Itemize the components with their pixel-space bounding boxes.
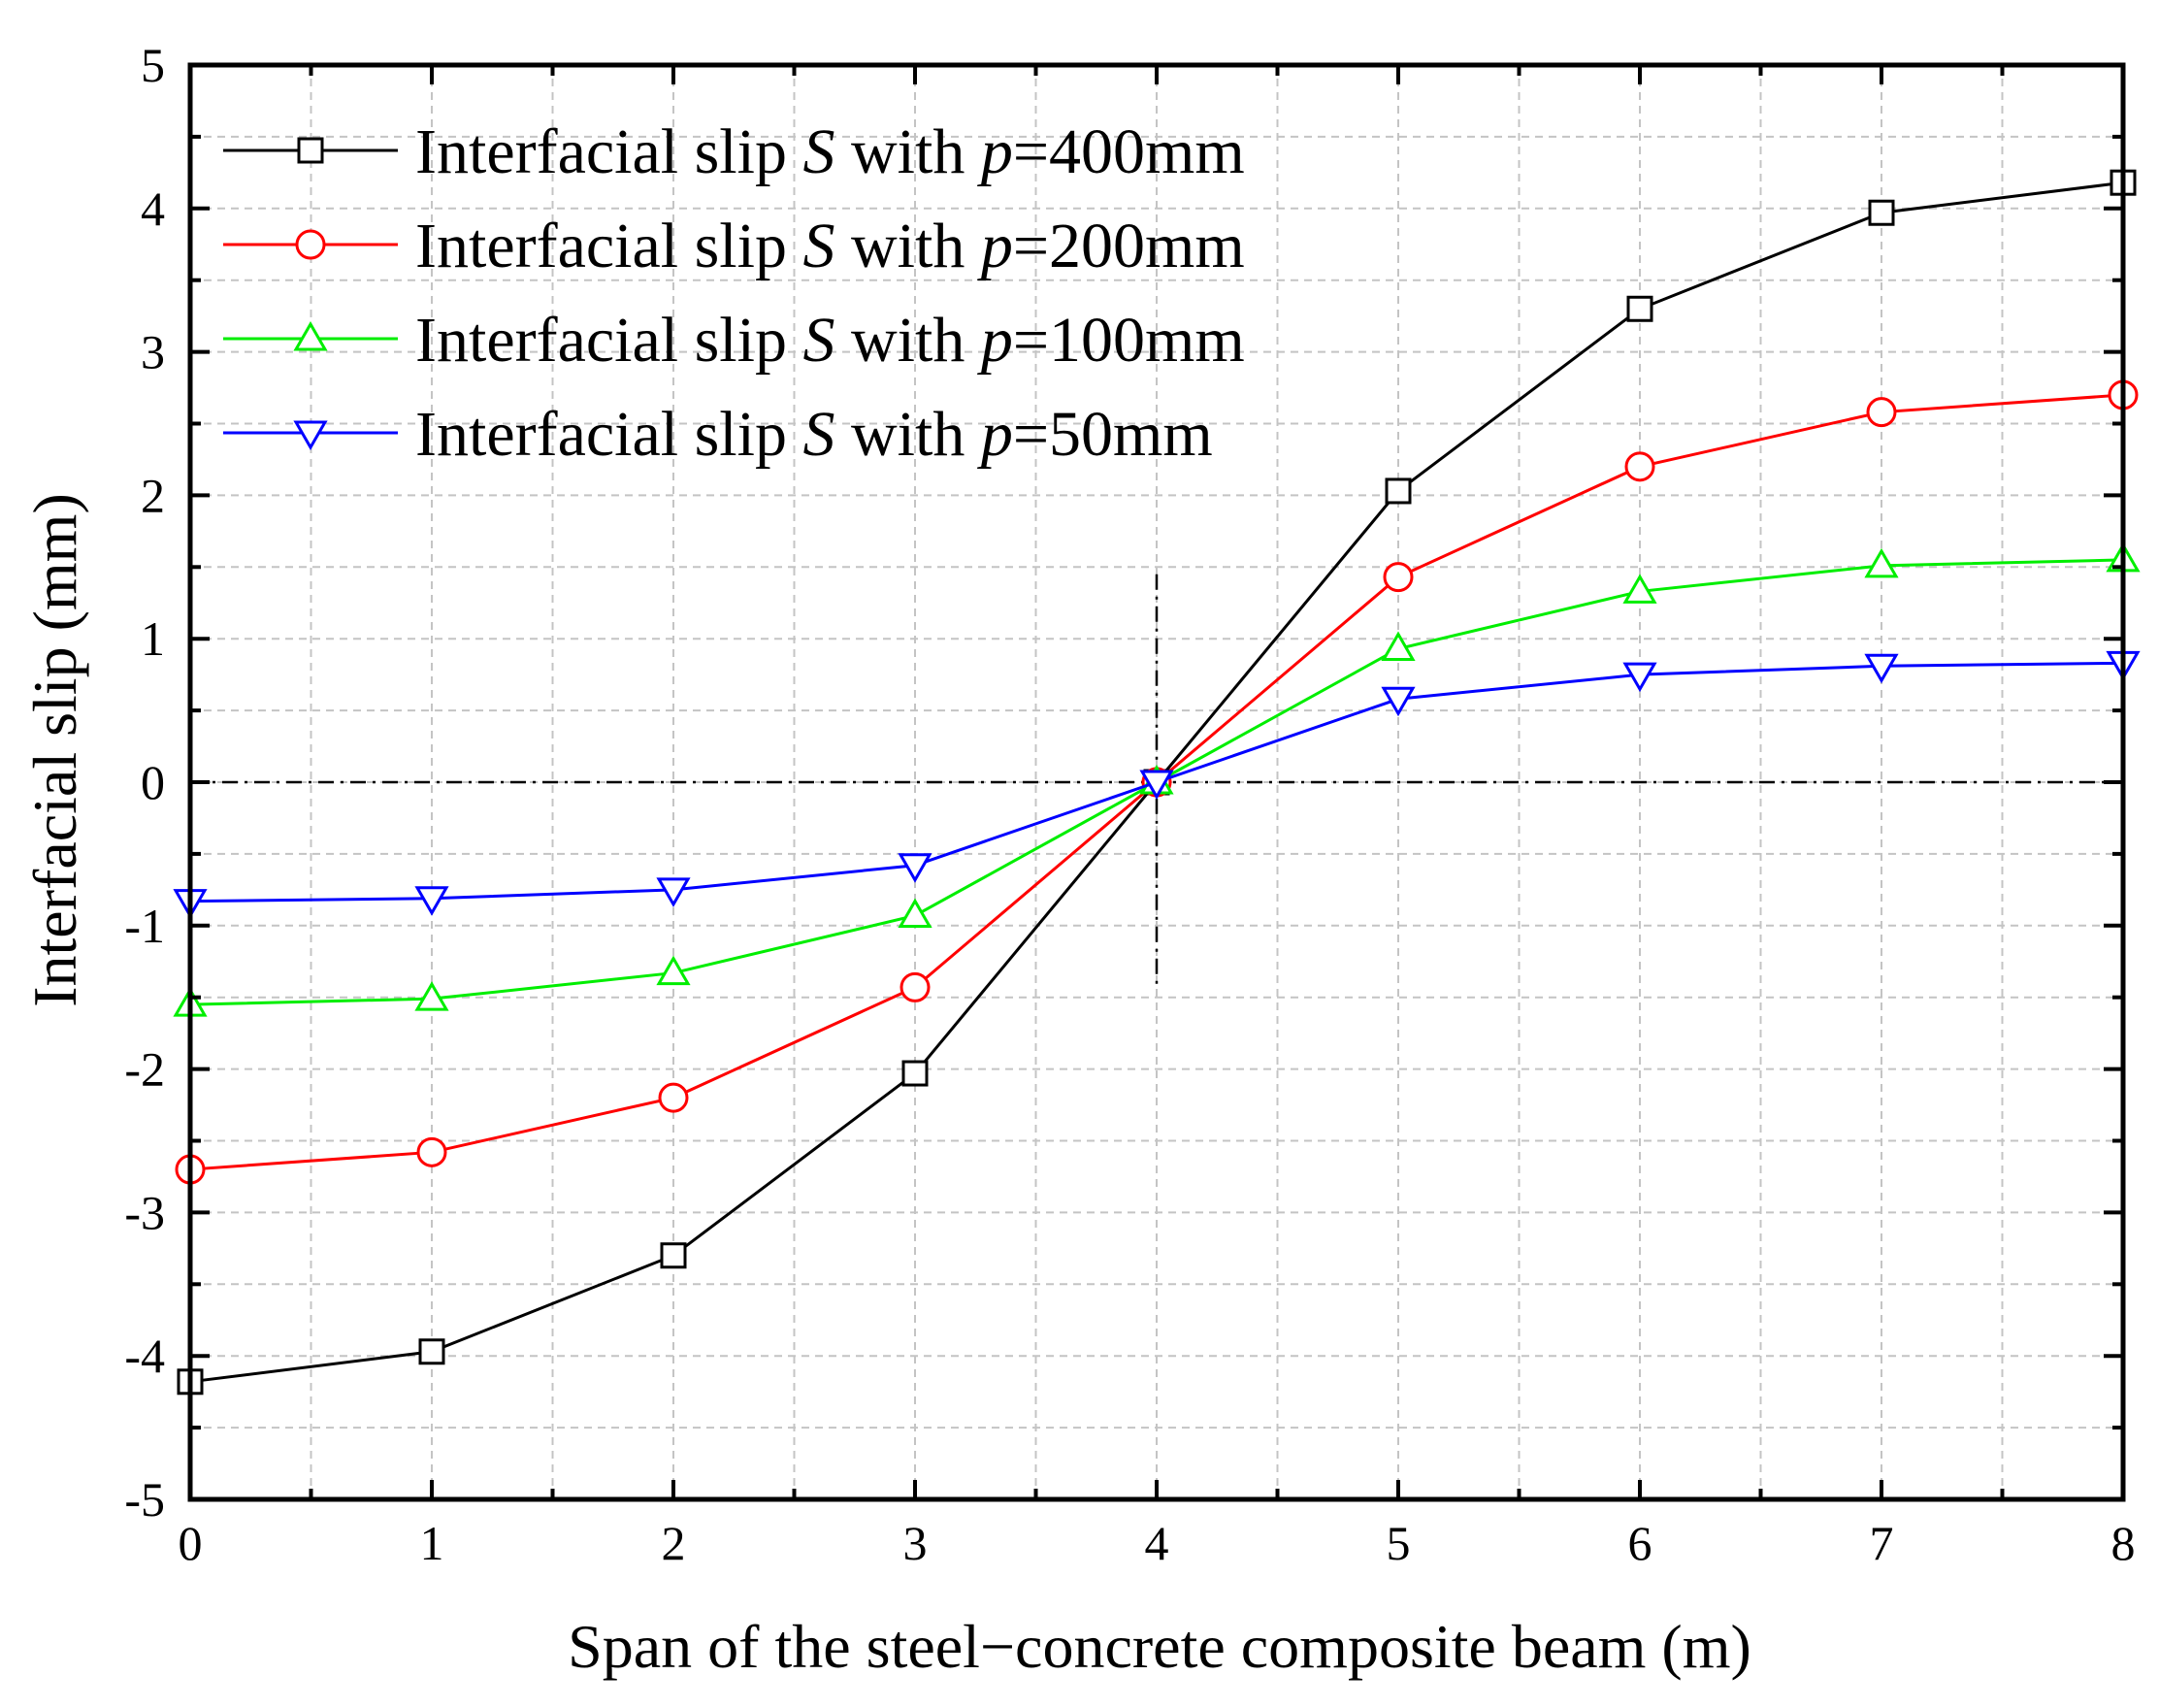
x-tick-label: 8 — [2111, 1516, 2136, 1570]
data-point-100 — [1864, 547, 1899, 578]
legend-label-50: Interfacial slip S with p=50mm — [415, 399, 1213, 470]
data-point-50 — [1381, 686, 1416, 717]
legend-label-200: Interfacial slip S with p=200mm — [415, 211, 1245, 281]
data-point-50 — [414, 886, 449, 916]
x-tick-label: 3 — [903, 1516, 928, 1570]
data-point-200 — [658, 1082, 689, 1113]
data-point-200 — [900, 971, 931, 1002]
x-tick-label: 7 — [1870, 1516, 1894, 1570]
legend-marker-50 — [293, 420, 328, 451]
tick-labels: 0 1 2 3 4 5 6 7 8 -5 -4 -3 -2 -1 0 1 2 3 4 5 — [124, 38, 2135, 1570]
series-50 — [173, 650, 2141, 919]
data-point-200 — [1624, 451, 1655, 482]
x-tick-label: 4 — [1145, 1516, 1169, 1570]
data-point-100 — [1381, 631, 1416, 662]
y-tick-label: 3 — [141, 325, 165, 379]
data-point-50 — [1864, 653, 1899, 684]
data-point-400 — [1385, 477, 1412, 505]
y-tick-label: -1 — [124, 899, 165, 953]
legend: Interfacial slip S with p=400mm Interfaci… — [223, 116, 1245, 470]
data-point-200 — [1383, 562, 1414, 593]
x-tick-label: 0 — [179, 1516, 203, 1570]
data-point-100 — [656, 955, 691, 986]
data-point-50 — [656, 877, 691, 907]
y-tick-label: -4 — [124, 1329, 165, 1383]
x-tick-label: 1 — [420, 1516, 444, 1570]
y-axis-title: Interfacial slip (mm) — [20, 493, 89, 1007]
data-point-50 — [1622, 662, 1657, 693]
data-point-50 — [898, 853, 932, 883]
y-tick-label: 4 — [141, 181, 165, 236]
data-point-200 — [416, 1136, 447, 1167]
data-point-400 — [901, 1060, 929, 1087]
legend-label-400: Interfacial slip S with p=400mm — [415, 116, 1245, 187]
y-tick-label: 2 — [141, 468, 165, 522]
legend-item-50: Interfacial slip S with p=50mm — [223, 399, 1213, 470]
data-point-400 — [418, 1338, 445, 1365]
y-tick-label: -3 — [124, 1185, 165, 1239]
data-point-100 — [414, 981, 449, 1011]
legend-item-200: Interfacial slip S with p=200mm — [223, 211, 1245, 281]
legend-item-400: Interfacial slip S with p=400mm — [223, 116, 1245, 187]
data-point-100 — [898, 898, 932, 928]
data-point-400 — [660, 1242, 687, 1269]
legend-marker-200 — [295, 229, 326, 260]
y-tick-label: 5 — [141, 38, 165, 92]
x-tick-label: 6 — [1628, 1516, 1652, 1570]
data-point-100 — [1622, 574, 1657, 604]
legend-item-100: Interfacial slip S with p=100mm — [223, 305, 1245, 376]
x-axis-title: Span of the steel−concrete composite bea… — [568, 1612, 1751, 1681]
y-tick-label: -5 — [124, 1472, 165, 1527]
x-tick-label: 5 — [1387, 1516, 1411, 1570]
y-tick-label: 1 — [141, 611, 165, 666]
data-point-50 — [1139, 770, 1174, 801]
y-tick-label: -2 — [124, 1042, 165, 1097]
data-series — [173, 169, 2141, 1396]
data-point-400 — [1868, 199, 1895, 226]
legend-marker-100 — [293, 320, 328, 351]
y-tick-label: 0 — [141, 755, 165, 809]
data-point-400 — [1626, 295, 1653, 322]
data-point-200 — [1866, 397, 1897, 428]
axis-ticks — [188, 63, 2125, 1501]
legend-marker-400 — [297, 137, 324, 164]
legend-label-100: Interfacial slip S with p=100mm — [415, 305, 1245, 376]
x-tick-label: 2 — [662, 1516, 686, 1570]
